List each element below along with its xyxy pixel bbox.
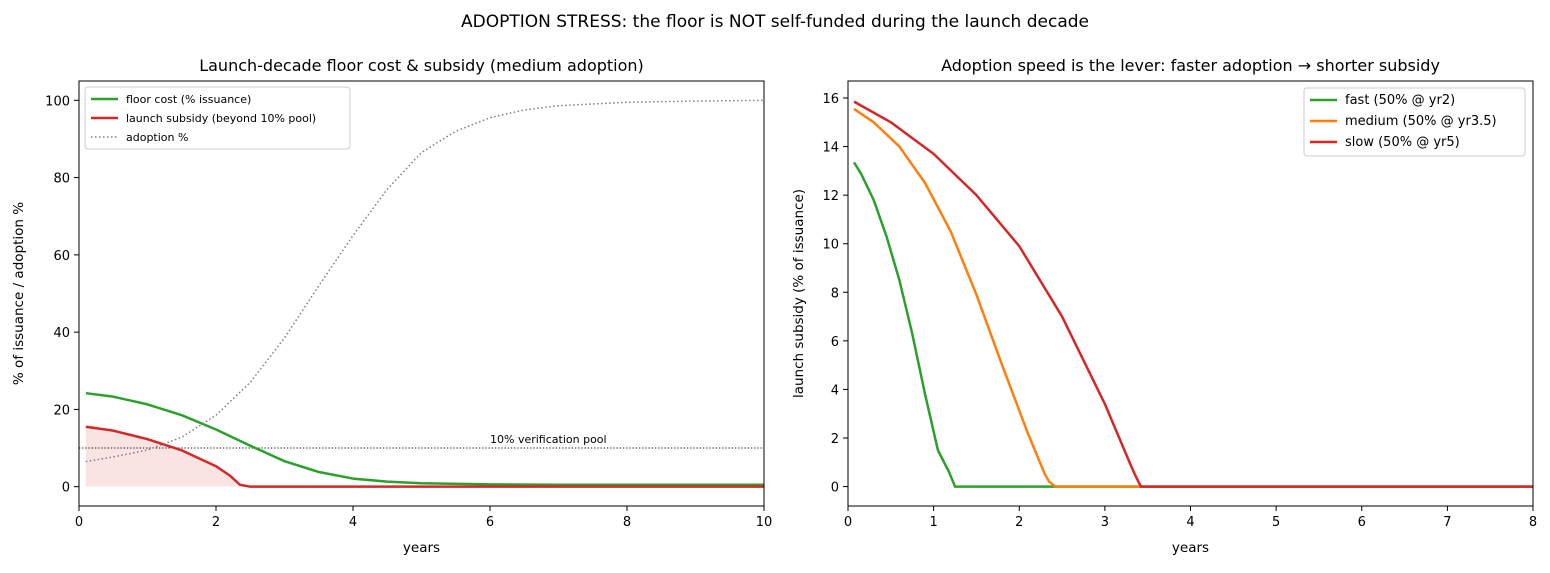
y-tick-label: 4 (831, 383, 839, 398)
y-tick-label: 40 (53, 326, 70, 341)
legend-label-0: fast (50% @ yr2) (1345, 93, 1455, 108)
series-fill-1 (85, 426, 764, 487)
legend-label-2: adoption % (126, 131, 188, 144)
y-tick-label: 8 (831, 286, 839, 301)
y-axis-label: % of issuance / adoption % (11, 202, 27, 385)
legend-box (84, 86, 351, 150)
x-tick-label: 1 (929, 515, 937, 530)
y-axis-label: launch subsidy (% of issuance) (791, 189, 807, 398)
series-line-1 (853, 107, 1533, 488)
series-line-2 (85, 99, 764, 463)
x-tick-label: 6 (486, 515, 494, 530)
y-tick-label: 10 (822, 238, 839, 253)
y-tick-label: 60 (53, 249, 70, 264)
x-tick-label: 4 (1186, 515, 1194, 530)
series-line-0 (852, 161, 1533, 488)
legend-box (1303, 87, 1526, 157)
y-tick-label: 0 (62, 481, 70, 496)
reference-line-label: 10% verification pool (490, 433, 607, 446)
series-line-1 (85, 425, 764, 488)
legend-label-0: floor cost (% issuance) (126, 93, 251, 106)
y-tick-label: 20 (53, 403, 70, 418)
x-tick-label: 7 (1443, 515, 1451, 530)
x-tick-label: 2 (212, 515, 220, 530)
y-tick-label: 0 (831, 481, 839, 496)
y-tick-label: 16 (822, 92, 839, 107)
y-tick-label: 6 (831, 335, 839, 350)
y-tick-label: 14 (822, 141, 839, 156)
x-tick-label: 10 (756, 515, 773, 530)
x-axis-label: years (1172, 540, 1209, 556)
chart-title: Adoption speed is the lever: faster adop… (941, 56, 1440, 75)
chart-title: Launch-decade floor cost & subsidy (medi… (199, 56, 644, 75)
x-tick-label: 8 (623, 515, 631, 530)
legend-label-1: medium (50% @ yr3.5) (1345, 114, 1497, 129)
axes-frame (78, 80, 765, 507)
y-tick-label: 2 (831, 432, 839, 447)
y-tick-label: 80 (53, 172, 70, 187)
x-tick-label: 2 (1015, 515, 1023, 530)
series-line-0 (85, 391, 764, 486)
series-line-2 (853, 100, 1533, 488)
legend: floor cost (% issuance) launch subsidy (b… (84, 86, 351, 150)
x-tick-label: 0 (844, 515, 852, 530)
y-tick-label: 100 (45, 94, 70, 109)
x-tick-label: 8 (1529, 515, 1537, 530)
y-tick-label: 12 (822, 189, 839, 204)
x-tick-label: 0 (75, 515, 83, 530)
x-axis-label: years (403, 540, 440, 556)
x-tick-label: 6 (1358, 515, 1366, 530)
x-tick-label: 5 (1272, 515, 1280, 530)
legend-label-2: slow (50% @ yr5) (1345, 135, 1460, 150)
legend-label-1: launch subsidy (beyond 10% pool) (126, 112, 316, 125)
figure-suptitle: ADOPTION STRESS: the floor is NOT self-f… (461, 12, 1089, 32)
x-tick-label: 3 (1101, 515, 1109, 530)
legend: fast (50% @ yr2) medium (50% @ yr3.5) slow… (1303, 87, 1526, 157)
x-tick-label: 4 (349, 515, 357, 530)
